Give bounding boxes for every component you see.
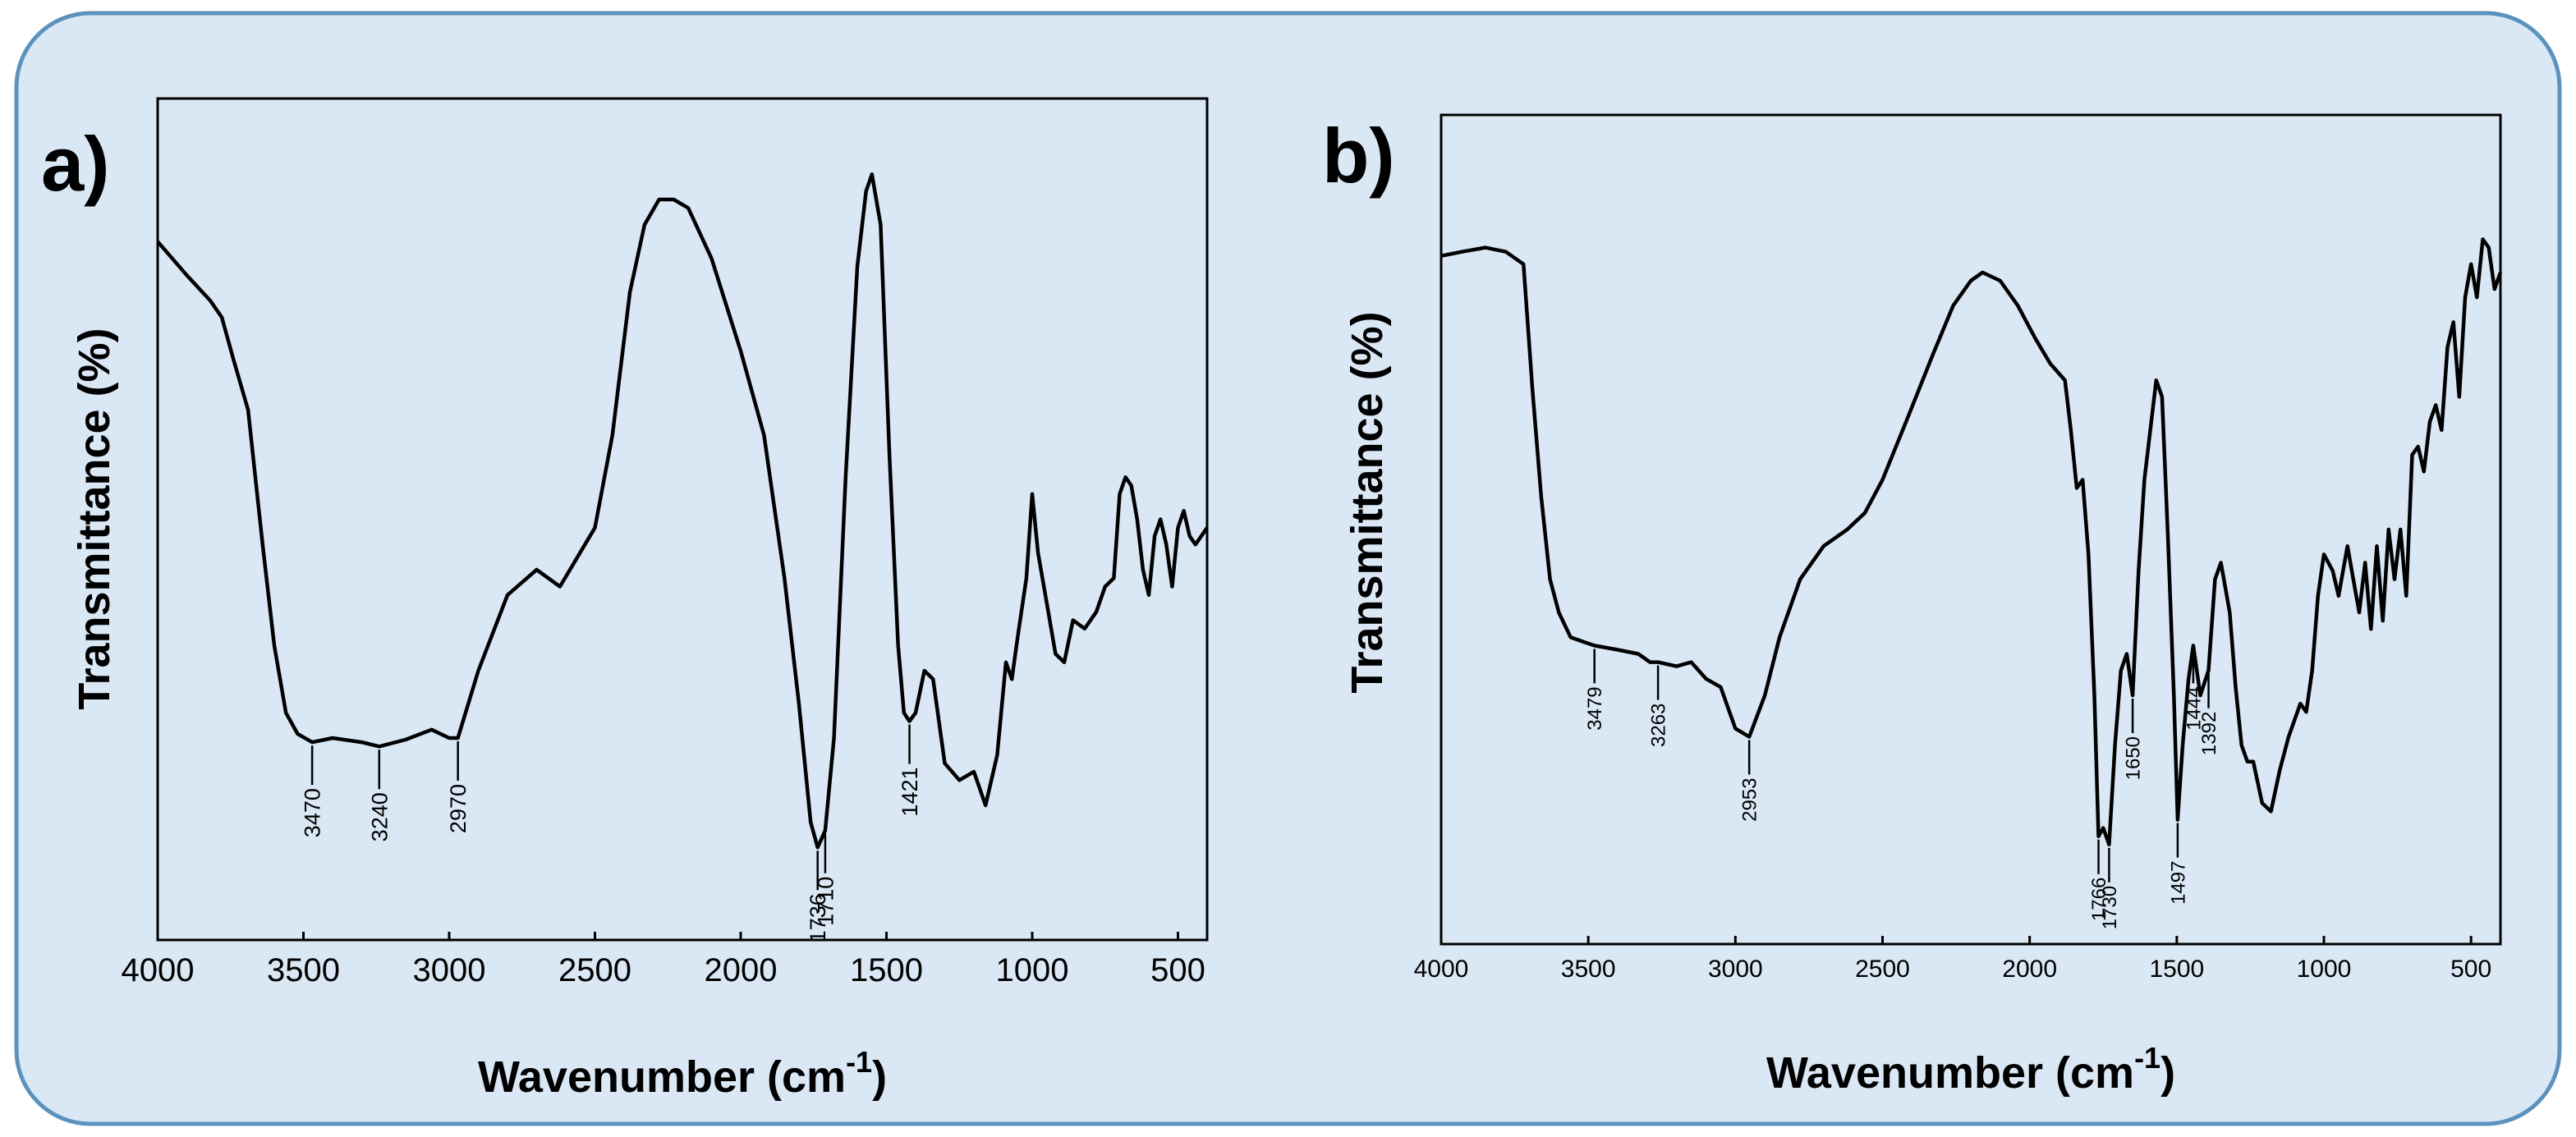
panel-label-a: a) (41, 121, 110, 207)
peak-label-b: 3479 (1584, 686, 1606, 730)
peak-label-b: 2953 (1739, 778, 1761, 822)
y-axis-label-b: Transmittance (%) (1343, 311, 1392, 693)
plot-frame-b (1440, 113, 2502, 946)
peak-label-b: 1497 (2167, 861, 2189, 905)
peak-label-a: 1710 (813, 877, 838, 926)
x-tick-label-b: 3000 (1708, 956, 1763, 983)
spectrum-line-a (156, 172, 1209, 850)
x-axis-label-a: Wavenumber (cm-1) (478, 1045, 887, 1102)
x-tick-label-b: 1000 (2297, 956, 2352, 983)
peak-label-b: 1730 (2099, 886, 2121, 929)
peak-label-a: 2970 (446, 784, 471, 833)
x-tick-label-b: 500 (2450, 956, 2491, 983)
x-tick-label-b: 2000 (2002, 956, 2057, 983)
peak-label-a: 1736 (806, 893, 830, 942)
x-tick-label-b: 2500 (1855, 956, 1910, 983)
peak-label-a: 3470 (301, 788, 325, 837)
x-tick-label-a: 1500 (850, 952, 923, 988)
figure-background-panel (14, 11, 2562, 1126)
y-axis-label-a: Transmittance (%) (70, 328, 119, 709)
x-axis-label-b: Wavenumber (cm-1) (1766, 1041, 2175, 1098)
chart-b: b) 4000 3500 3000 2500 2000 1500 1000 500 3479 3… (1322, 112, 2503, 1098)
peak-label-b: 3263 (1647, 704, 1669, 747)
x-tick-label-a: 3000 (413, 952, 486, 988)
peak-label-b: 1392 (2198, 712, 2220, 755)
x-ticks-b: 4000 3500 3000 2500 2000 1500 1000 500 (1414, 936, 2491, 983)
x-tick-label-a: 4000 (122, 952, 195, 988)
x-tick-label-b: 3500 (1561, 956, 1616, 983)
x-tick-label-a: 1000 (996, 952, 1069, 988)
x-tick-label-b: 4000 (1414, 956, 1469, 983)
x-tick-label-a: 500 (1150, 952, 1205, 988)
x-ticks-a: 4000 3500 3000 2500 2000 1500 1000 500 (122, 932, 1205, 988)
x-tick-label-b: 1500 (2149, 956, 2204, 983)
chart-a: a) 4000 3500 3000 2500 2000 1500 1000 500 3470 3… (41, 97, 1209, 1102)
plot-frame-a (156, 97, 1209, 942)
spectrum-line-b (1440, 237, 2503, 847)
x-tick-label-a: 2000 (705, 952, 778, 988)
peak-label-b: 1650 (2122, 736, 2144, 780)
panel-label-b: b) (1322, 112, 1395, 199)
peak-label-b: 1766 (2088, 878, 2110, 921)
peak-label-a: 3240 (367, 792, 392, 841)
peak-label-a: 1421 (898, 768, 922, 817)
x-tick-label-a: 2500 (558, 952, 631, 988)
x-tick-label-a: 3500 (267, 952, 340, 988)
